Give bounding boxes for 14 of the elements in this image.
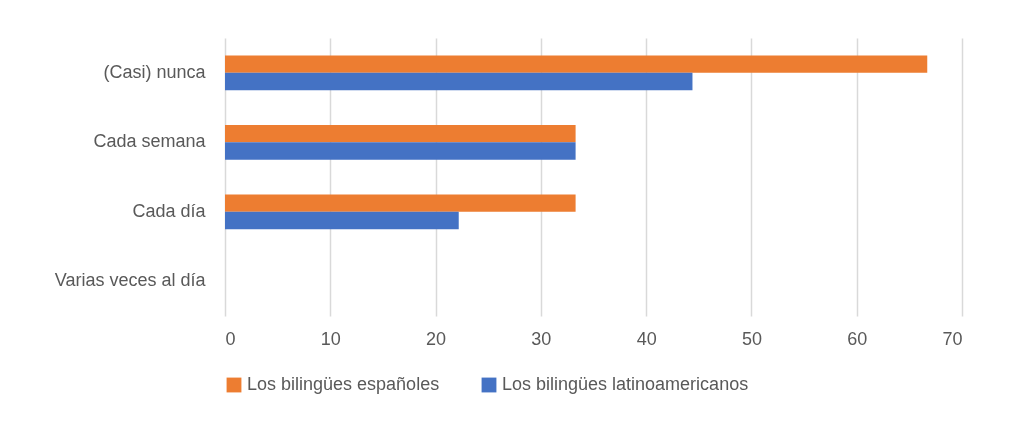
legend-label: Los bilingües latinoamericanos	[502, 374, 749, 394]
x-tick-label: 70	[942, 328, 963, 349]
x-tick-label: 10	[320, 328, 341, 349]
x-tick-label: 20	[426, 328, 447, 349]
x-tick-label: 0	[225, 328, 236, 349]
x-tick-label: 30	[531, 328, 552, 349]
x-tick-label: 40	[636, 328, 657, 349]
y-tick-label: (Casi) nunca	[103, 61, 207, 82]
legend-label: Los bilingües españoles	[247, 374, 440, 394]
y-tick-label: Varias veces al día	[54, 270, 207, 291]
y-tick-label: Cada día	[132, 200, 207, 221]
x-tick-label: 60	[847, 328, 868, 349]
x-tick-label: 50	[741, 328, 762, 349]
y-tick-label: Cada semana	[93, 131, 207, 152]
